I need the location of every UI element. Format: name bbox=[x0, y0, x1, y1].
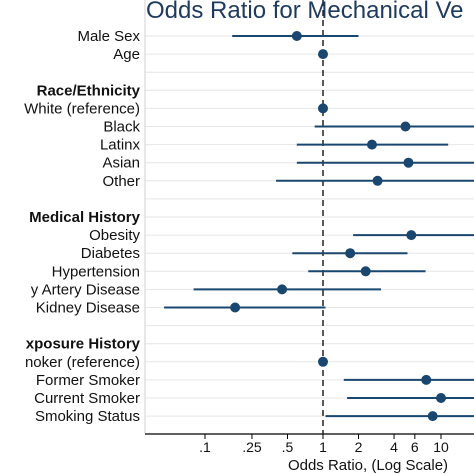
odds-ratio-point bbox=[318, 103, 328, 114]
x-tick-label: .25 bbox=[242, 439, 262, 455]
odds-ratio-point bbox=[318, 49, 328, 60]
odds-ratio-point bbox=[403, 157, 414, 168]
odds-ratio-point bbox=[318, 356, 328, 367]
row-label: Obesity bbox=[89, 227, 140, 244]
x-tick-label: 1 bbox=[319, 439, 327, 455]
section-header: Race/Ethnicity bbox=[37, 82, 141, 99]
gridlines bbox=[145, 35, 474, 417]
row-label: Other bbox=[102, 173, 140, 190]
odds-ratio-point bbox=[400, 121, 411, 132]
odds-ratio-point bbox=[436, 393, 446, 403]
odds-ratio-point bbox=[291, 31, 302, 41]
row-label: noker (reference) bbox=[25, 354, 140, 371]
row-label: White (reference) bbox=[24, 100, 140, 117]
row-label: Black bbox=[103, 119, 140, 136]
row-label: Asian bbox=[102, 155, 140, 172]
odds-ratio-point bbox=[427, 411, 438, 422]
x-axis-title: Odds Ratio, (Log Scale) bbox=[288, 457, 448, 474]
chart-title: Odds Ratio for Mechanical Ve bbox=[146, 0, 464, 24]
row-label: Current Smoker bbox=[34, 390, 140, 407]
odds-ratio-point bbox=[372, 175, 383, 186]
x-tick-label: .1 bbox=[199, 439, 211, 455]
estimates bbox=[164, 31, 474, 422]
row-label: Male Sex bbox=[77, 28, 140, 45]
x-tick-label: 2 bbox=[355, 439, 363, 455]
x-tick-label: 4 bbox=[390, 439, 398, 455]
x-tick-label: 10 bbox=[433, 439, 449, 455]
row-label: Diabetes bbox=[81, 245, 140, 262]
row-label: Hypertension bbox=[52, 263, 140, 280]
odds-ratio-point bbox=[277, 284, 288, 295]
x-tick-label: 6 bbox=[411, 439, 419, 455]
odds-ratio-point bbox=[421, 374, 432, 385]
odds-ratio-point bbox=[360, 266, 371, 277]
row-label: Former Smoker bbox=[36, 372, 140, 389]
odds-ratio-point bbox=[230, 302, 241, 313]
row-label: Kidney Disease bbox=[36, 300, 140, 317]
section-header: Medical History bbox=[29, 209, 141, 226]
x-axis-ticks: .1 .25 .5 1 2 4 6 10 bbox=[199, 434, 449, 455]
row-label: Latinx bbox=[100, 137, 141, 154]
row-label: Smoking Status bbox=[35, 408, 140, 425]
row-label: y Artery Disease bbox=[31, 281, 140, 298]
section-header: xposure History bbox=[26, 336, 141, 353]
row-label: Age bbox=[113, 46, 140, 63]
odds-ratio-point bbox=[366, 139, 377, 150]
odds-ratio-point bbox=[406, 230, 417, 241]
odds-ratio-point bbox=[345, 248, 356, 259]
x-tick-label: .5 bbox=[282, 439, 294, 455]
